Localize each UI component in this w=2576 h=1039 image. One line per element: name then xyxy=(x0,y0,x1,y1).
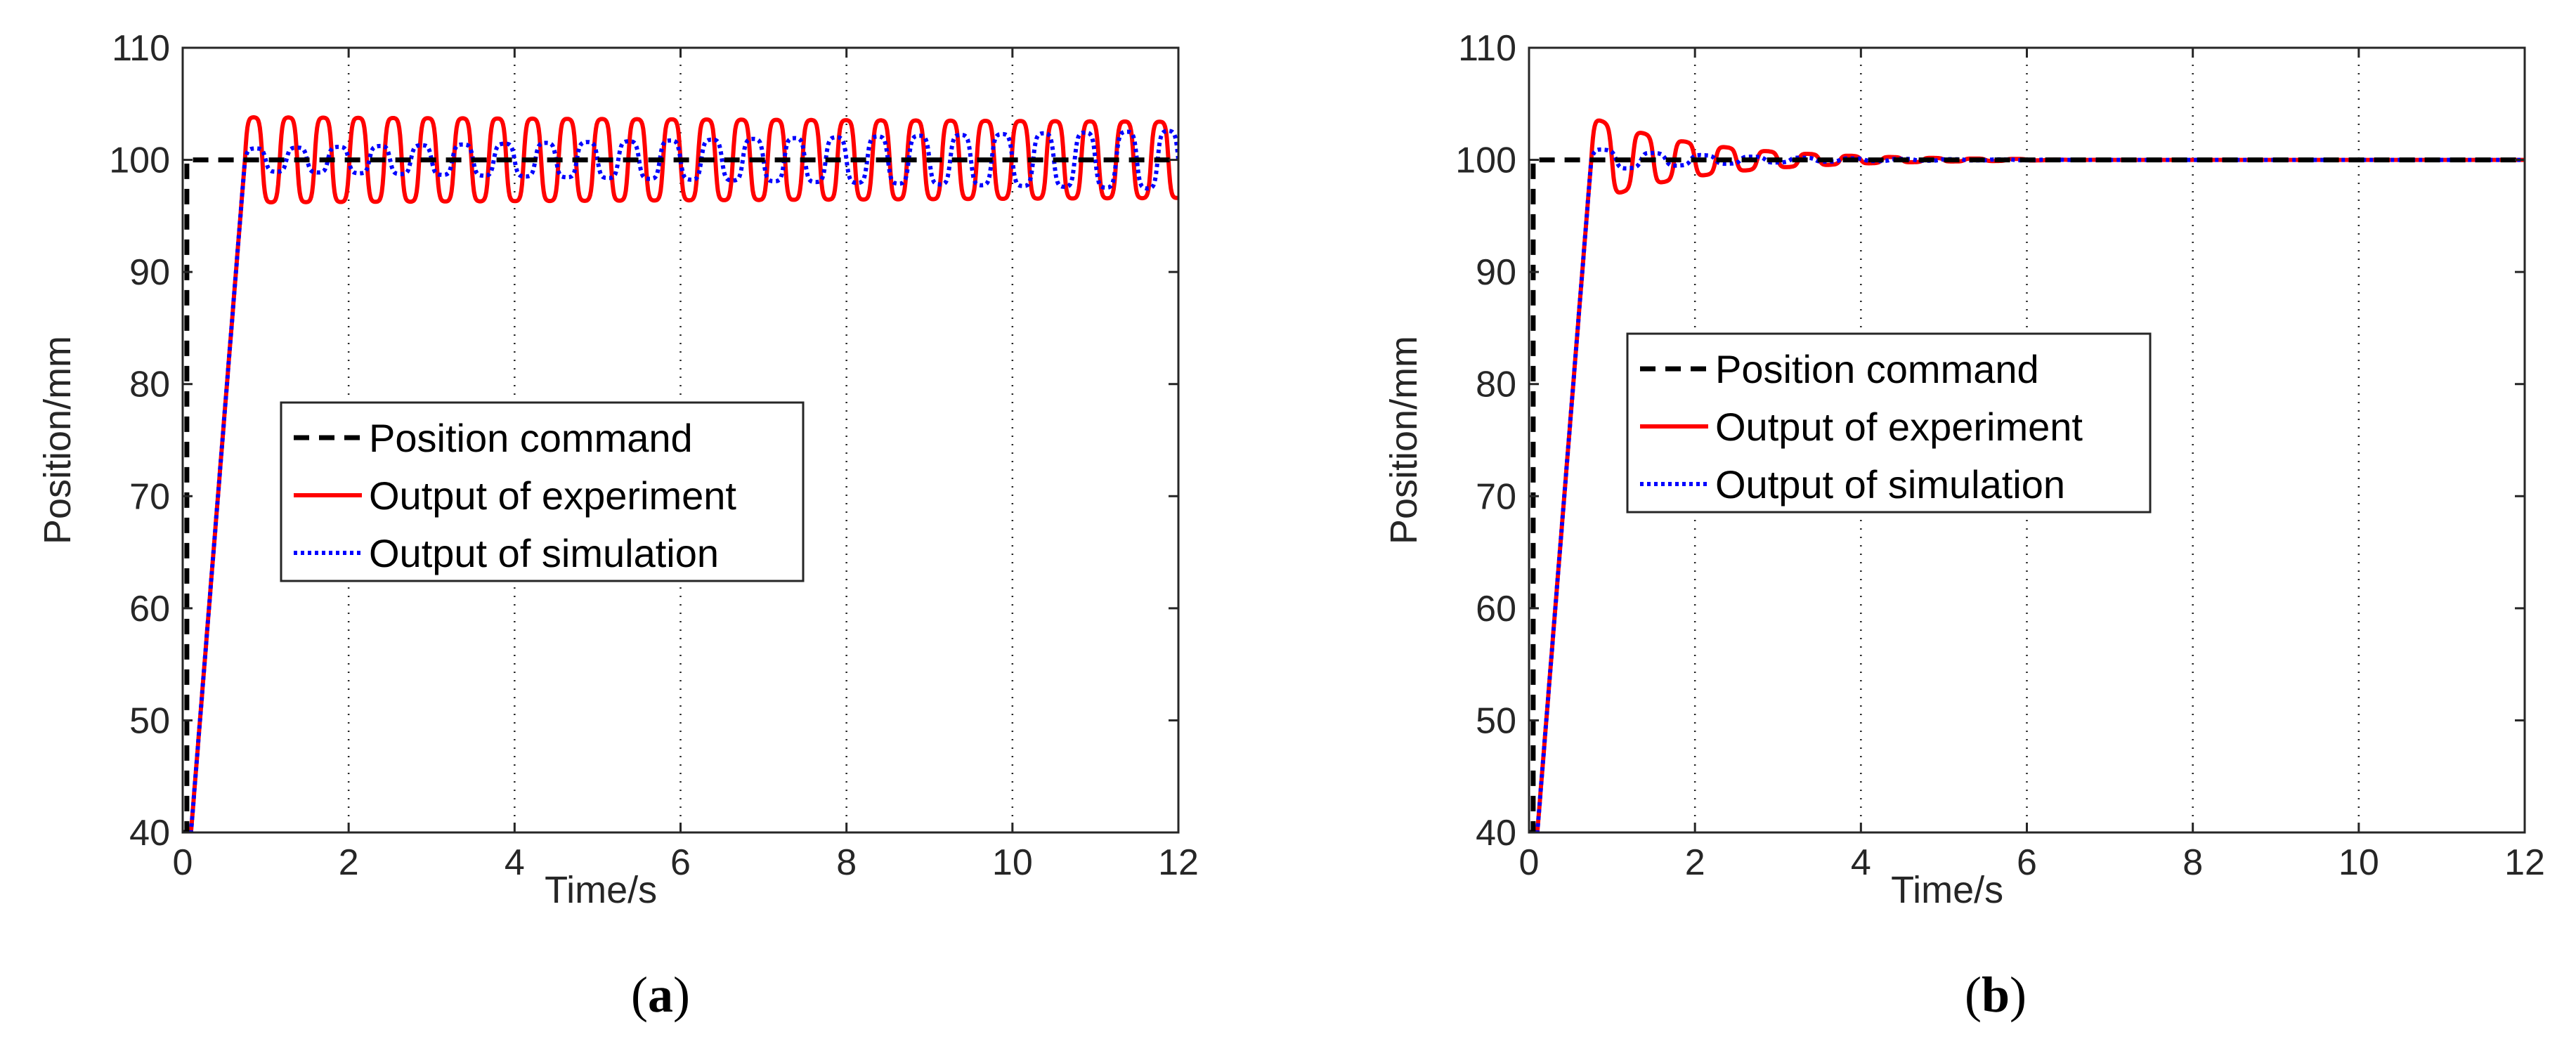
panel-a-chart: 0 2 4 6 8 10 12 40 50 60 70 80 90 100 110 Time/s Posit… xyxy=(37,28,1199,1023)
y-tick-label: 60 xyxy=(129,589,170,629)
x-tick-label: 12 xyxy=(1158,842,1199,883)
panel-b-ticks: 0 2 4 6 8 10 12 40 50 60 70 80 90 100 110 xyxy=(1455,28,2545,883)
panel-a-y-axis-label: Position/mm xyxy=(37,336,79,544)
panel-a-legend-box xyxy=(280,401,805,582)
y-tick-label: 60 xyxy=(1476,589,1516,629)
y-tick-label: 110 xyxy=(112,28,170,69)
y-tick-label: 40 xyxy=(129,813,170,854)
x-tick-label: 12 xyxy=(2504,842,2545,883)
panel-b-y-axis-label: Position/mm xyxy=(1383,336,1425,544)
panel-b-legend-label-experiment: Output of experiment xyxy=(1715,405,2083,449)
y-tick-label: 110 xyxy=(1458,28,1516,69)
panel-b-legend-label-command: Position command xyxy=(1715,347,2039,391)
y-tick-label: 70 xyxy=(129,476,170,517)
x-tick-label: 6 xyxy=(670,842,691,883)
panel-b-legend-box xyxy=(1626,332,2152,514)
panel-a-x-axis-label: Time/s xyxy=(545,869,657,911)
panel-a-legend: Position command Output of experiment Ou… xyxy=(280,401,805,582)
y-tick-label: 90 xyxy=(129,252,170,293)
y-tick-label: 80 xyxy=(129,365,170,405)
y-tick-label: 50 xyxy=(129,700,170,741)
panel-a-caption: (a) xyxy=(631,967,690,1023)
x-tick-label: 0 xyxy=(173,842,193,883)
x-tick-label: 6 xyxy=(2017,842,2037,883)
x-tick-label: 4 xyxy=(505,842,525,883)
y-tick-label: 90 xyxy=(1476,252,1516,293)
panel-b-legend-label-simulation: Output of simulation xyxy=(1715,462,2065,507)
panel-a-legend-label-simulation: Output of simulation xyxy=(369,531,719,575)
y-tick-label: 70 xyxy=(1476,476,1516,517)
y-tick-label: 100 xyxy=(109,141,170,181)
x-tick-label: 2 xyxy=(1685,842,1705,883)
panel-a-legend-label-command: Position command xyxy=(369,416,693,460)
x-tick-label: 8 xyxy=(2183,842,2203,883)
x-tick-label: 2 xyxy=(339,842,359,883)
x-tick-label: 4 xyxy=(1851,842,1871,883)
panel-b-legend: Position command Output of experiment Ou… xyxy=(1626,332,2152,514)
x-tick-label: 0 xyxy=(1519,842,1540,883)
x-tick-label: 8 xyxy=(836,842,857,883)
y-tick-label: 100 xyxy=(1455,141,1516,181)
panel-a-ticks: 0 2 4 6 8 10 12 40 50 60 70 80 90 100 110 xyxy=(109,28,1199,883)
panel-b-caption: (b) xyxy=(1965,967,2027,1023)
y-tick-label: 50 xyxy=(1476,700,1516,741)
panel-b-chart: 0 2 4 6 8 10 12 40 50 60 70 80 90 100 110 Time/s Posit… xyxy=(1383,28,2545,1023)
x-tick-label: 10 xyxy=(2338,842,2379,883)
y-tick-label: 80 xyxy=(1476,365,1516,405)
panel-a-legend-label-experiment: Output of experiment xyxy=(369,473,736,518)
y-tick-label: 40 xyxy=(1476,813,1516,854)
panel-b-x-axis-label: Time/s xyxy=(1891,869,2003,911)
x-tick-label: 10 xyxy=(992,842,1033,883)
